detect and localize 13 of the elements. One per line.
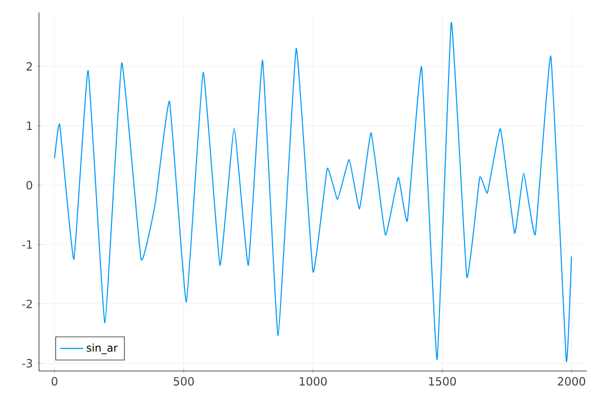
y-tick-label: 0 (26, 180, 32, 190)
y-tick-label: 1 (27, 122, 32, 130)
x-tick-label: 1000 (300, 377, 327, 386)
x-tick-label: 0 (52, 377, 58, 386)
y-tick-label: 2 (26, 62, 32, 71)
legend-label: sin_ar (86, 344, 118, 354)
line-series (54, 22, 572, 362)
x-tick-label: 500 (174, 377, 194, 386)
y-tick-label: -1 (22, 240, 32, 249)
x-tick-label: 1500 (429, 377, 456, 386)
x-tick-label: 2000 (558, 377, 586, 386)
y-tick-label: -3 (22, 359, 32, 368)
y-tick-label: -2 (22, 300, 32, 308)
